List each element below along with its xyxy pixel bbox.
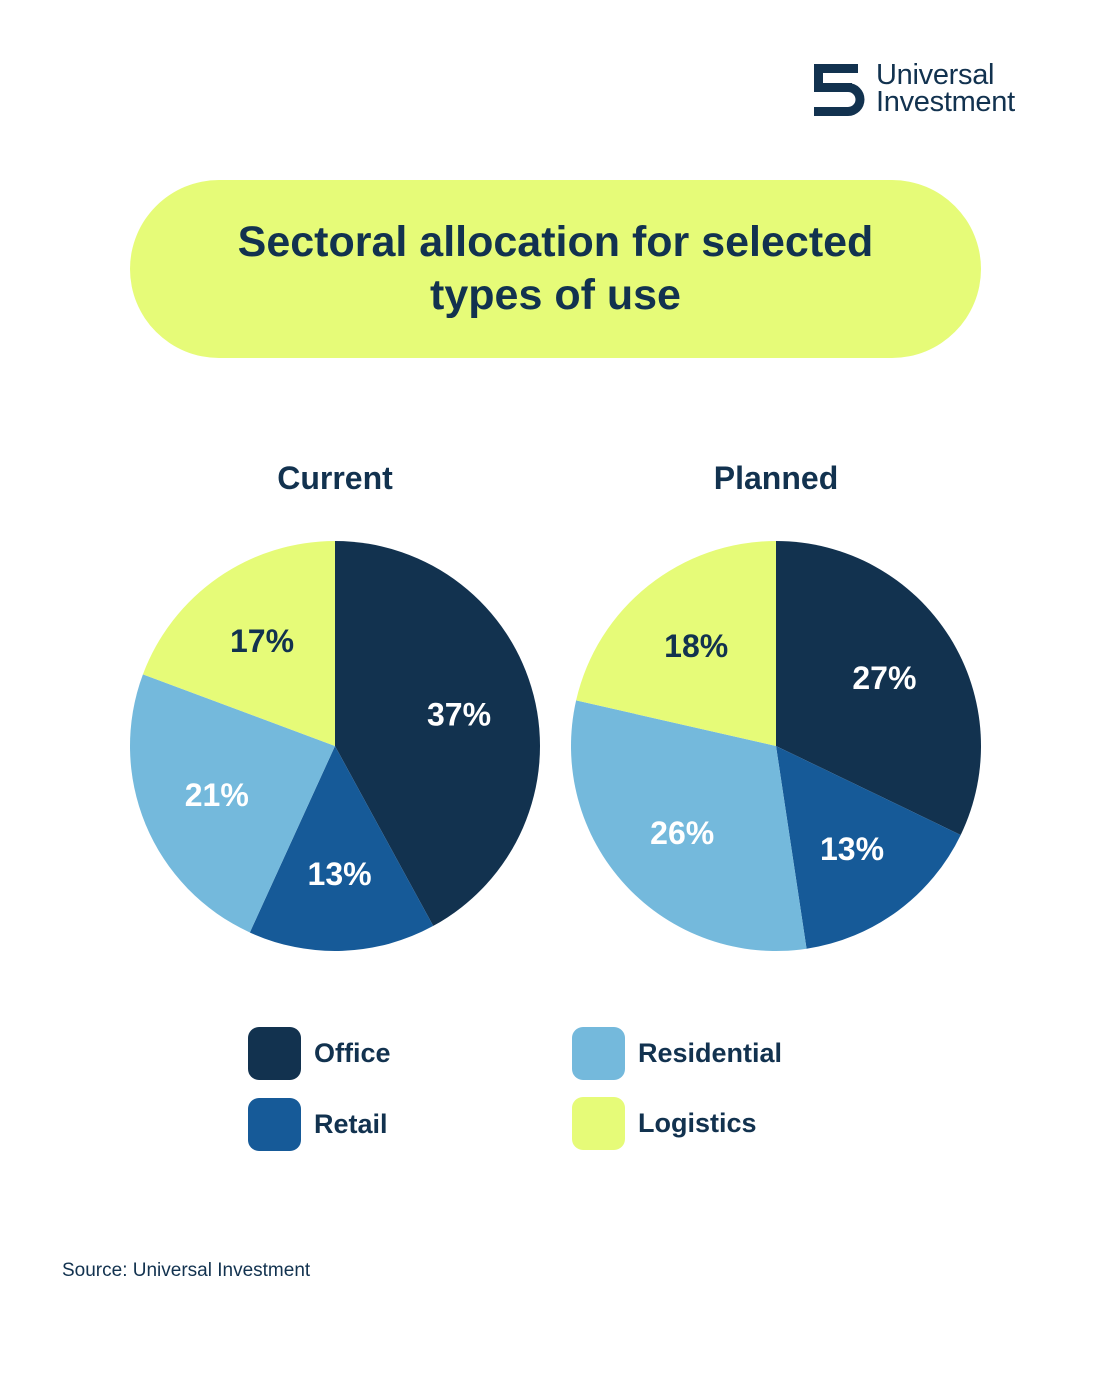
pie-slice-residential [129,674,335,933]
brand-logo: Universal Investment [814,59,1054,122]
legend-item-logistics: Logistics [572,1097,757,1150]
legend-item-retail: Retail [248,1098,388,1151]
chart-title-planned: Planned [713,460,839,496]
logo-line-1: Universal [876,59,995,91]
pie-slice-logistics [142,541,335,746]
pie-slice-retail [776,746,961,949]
data-label-logistics: 17% [230,623,294,659]
data-label-office: 27% [852,660,916,696]
legend-item-residential: Residential [572,1027,782,1080]
legend-swatch-retail [248,1098,301,1151]
page-title: Sectoral allocation for selected types o… [237,218,874,319]
legend-swatch-residential [572,1027,625,1080]
legend-label-retail: Retail [314,1109,388,1139]
data-label-office: 37% [427,696,491,732]
chart-title-current: Current [277,460,393,496]
logo-line-2: Investment [876,86,1015,118]
pie-slice-office [335,541,540,926]
logo-text: Universal Investment [876,59,1015,118]
data-label-residential: 21% [185,777,249,813]
legend-swatch-logistics [572,1097,625,1150]
pie-slice-residential [571,700,807,951]
legend-label-office: Office [314,1038,391,1068]
data-label-retail: 13% [820,831,884,867]
universal-investment-logo-icon [814,64,865,116]
pie-slice-logistics [576,541,776,746]
pie-slice-retail [249,746,434,951]
legend-label-logistics: Logistics [638,1108,757,1138]
legend-item-office: Office [248,1027,391,1080]
pie-chart-current: 37% 13% 21% 17% [129,541,540,951]
source-note: Source: Universal Investment [62,1260,311,1281]
legend-swatch-office [248,1027,301,1080]
pie-chart-planned: 27% 13% 26% 18% [571,541,981,951]
legend-label-residential: Residential [638,1038,783,1068]
data-label-residential: 26% [650,815,714,851]
data-label-retail: 13% [308,856,372,892]
title-banner: Sectoral allocation for selected types o… [130,180,981,358]
data-label-logistics: 18% [664,628,728,664]
pie-slice-office [776,541,981,835]
